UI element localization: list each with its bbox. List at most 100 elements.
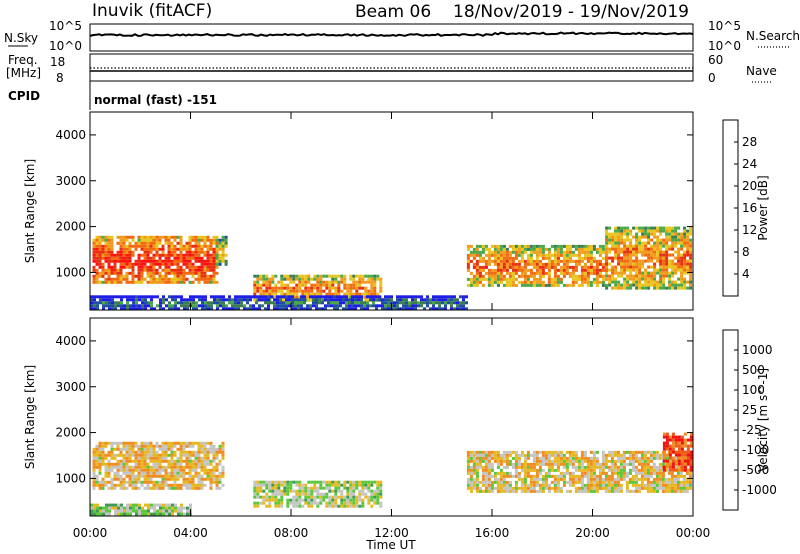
power-cell [339,298,342,302]
ytick-label: 3000 [55,174,86,188]
velocity-cell [328,498,332,502]
velocity-cell [646,459,650,463]
power-cell [291,298,294,302]
velocity-cell [140,474,144,478]
velocity-cell [197,441,201,445]
power-cell [373,277,377,281]
power-cell [547,271,551,275]
velocity-cell [577,477,581,481]
power-cell [273,307,276,311]
velocity-cell [161,480,165,484]
velocity-cell [149,474,153,478]
velocity-cell [661,471,665,475]
freq-label: Freq. [8,53,38,67]
power-cell [626,286,630,290]
power-cell [605,229,609,233]
velocity-cell [532,480,536,484]
velocity-cell [472,483,476,487]
velocity-cell [191,453,195,457]
power-cell [194,271,198,275]
power-cell [243,298,246,302]
power-cell [562,262,566,266]
velocity-cell [125,444,129,448]
power-cell [147,295,150,299]
velocity-cell [143,459,147,463]
velocity-cell [167,471,171,475]
power-cell [262,280,266,284]
power-cell [605,268,609,272]
power-cell [396,304,399,308]
power-cell [586,250,590,254]
power-cell [632,277,636,281]
power-cell [481,256,485,260]
power-cell [328,283,332,287]
velocity-cell [472,450,476,454]
velocity-cell [259,501,263,505]
power-cell [429,301,432,305]
velocity-cell [113,441,117,445]
power-cell [611,247,615,251]
power-cell [665,259,669,263]
power-cell [614,232,618,236]
velocity-cell [517,456,521,460]
velocity-cell [538,468,542,472]
power-cell [125,235,129,239]
velocity-cell [529,462,533,466]
power-cell [306,307,309,311]
power-cell [216,298,219,302]
power-cell [343,274,347,278]
power-cell [129,295,132,299]
velocity-cell [487,453,491,457]
velocity-cell [197,450,201,454]
velocity-cell [116,468,120,472]
velocity-cell [680,465,684,469]
velocity-cell [655,456,659,460]
power-cell [499,253,503,257]
velocity-cell [683,462,687,466]
velocity-cell [475,480,479,484]
velocity-cell [146,447,150,451]
velocity-cell [689,453,693,457]
power-cell [641,241,645,245]
power-cell [662,259,666,263]
velocity-cell [616,474,620,478]
velocity-cell [535,471,539,475]
velocity-cell [646,456,650,460]
power-cell [653,235,657,239]
power-cell [108,295,111,299]
power-cell [523,283,527,287]
power-cell [686,259,690,263]
power-cell [459,295,462,299]
velocity-cell [159,509,162,513]
power-cell [215,235,219,239]
power-cell [337,286,341,290]
power-cell [253,289,257,293]
power-cell [626,244,630,248]
power-cell [185,277,189,281]
power-cell [325,286,329,290]
velocity-cell [310,489,314,493]
velocity-cell [185,453,189,457]
power-cell [514,265,518,269]
power-cell [203,241,207,245]
velocity-cell [98,441,102,445]
power-cell [659,238,663,242]
freq-tick-bottom: 8 [56,71,64,85]
power-cell [544,262,548,266]
power-cell [620,241,624,245]
power-cell [155,271,159,275]
power-cell [635,250,639,254]
power-cell [200,271,204,275]
power-cell [286,274,290,278]
power-cell [589,259,593,263]
velocity-cell [101,456,105,460]
noise-tick-top-right: 10^5 [708,19,741,33]
velocity-cell [209,471,213,475]
power-cell [623,238,627,242]
velocity-cell [577,474,581,478]
velocity-cell [520,486,524,490]
power-cell [360,298,363,302]
power-cell [143,253,147,257]
power-cell [191,280,195,284]
power-cell [138,307,141,311]
